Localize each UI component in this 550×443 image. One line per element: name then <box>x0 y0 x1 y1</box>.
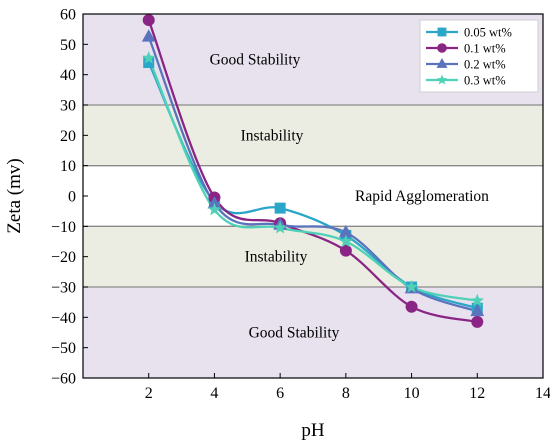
legend-label-2: 0.2 wt% <box>464 58 506 72</box>
legend-marker-1 <box>437 43 447 53</box>
y-tick-label-10: −40 <box>51 310 76 327</box>
point-s2-5 <box>470 303 485 317</box>
legend-label-0: 0.05 wt% <box>464 26 512 40</box>
point-s3-1 <box>207 202 222 216</box>
axis-ticks <box>83 13 544 379</box>
legend-label-3: 0.3 wt% <box>464 74 506 88</box>
point-s2-3 <box>338 224 353 238</box>
point-s0-0 <box>143 57 155 69</box>
band-label-4: Good Stability <box>249 325 340 342</box>
point-s2-1 <box>207 196 222 209</box>
x-axis-title: pH <box>301 420 325 441</box>
x-tick-label-4: 10 <box>404 385 420 402</box>
point-s3-0 <box>142 50 156 64</box>
x-tick-label-0: 2 <box>145 385 153 402</box>
point-s3-4 <box>404 280 419 293</box>
band-labels: Good Stability Instability Rapid Agglomera… <box>210 52 490 342</box>
band-2 <box>83 165 543 227</box>
y-tick-label-8: −20 <box>51 249 76 266</box>
y-tick-label-0: 60 <box>60 7 76 24</box>
x-tick-label-1: 4 <box>210 385 218 402</box>
y-tick-label-3: 30 <box>60 98 76 115</box>
y-tick-label-9: −30 <box>51 280 76 297</box>
y-tick-label-2: 40 <box>60 67 76 84</box>
band-3 <box>83 226 543 287</box>
legend-label-1: 0.1 wt% <box>464 42 506 56</box>
y-tick-label-4: 20 <box>60 128 76 145</box>
point-s0-2 <box>274 202 286 214</box>
band-4 <box>83 287 543 378</box>
band-label-2: Rapid Agglomeration <box>355 188 489 205</box>
y-tick-label-5: 10 <box>60 158 76 175</box>
point-s3-2 <box>273 220 287 234</box>
legend-marker-0 <box>437 27 447 37</box>
y-axis-title: Zeta (mv) <box>4 158 25 233</box>
point-s3-5 <box>470 293 484 307</box>
legend-marker-2 <box>436 58 448 68</box>
x-tick-label-3: 8 <box>342 385 350 402</box>
legend: 0.05 wt% 0.1 wt% 0.2 wt% 0.3 wt% <box>419 19 539 93</box>
series-markers <box>141 14 485 328</box>
band-label-1: Instability <box>241 127 304 144</box>
point-s1-0 <box>142 14 155 27</box>
y-tick-label-6: 0 <box>68 189 76 206</box>
x-tick-label-5: 12 <box>469 385 485 402</box>
point-s1-3 <box>339 244 352 257</box>
y-tick-label-12: −60 <box>51 371 76 388</box>
x-tick-label-2: 6 <box>276 385 284 402</box>
axis-tick-labels: 2 4 6 8 10 12 14 60 50 40 30 20 10 0 −10 −20 −30 −40 −50 −6… <box>51 7 550 403</box>
point-s1-4 <box>405 300 418 313</box>
y-tick-label-1: 50 <box>60 37 76 54</box>
point-s2-0 <box>141 29 156 42</box>
point-s1-5 <box>471 315 484 328</box>
x-tick-label-6: 14 <box>535 385 550 402</box>
band-label-0: Good Stability <box>210 52 301 69</box>
band-label-3: Instability <box>245 249 308 266</box>
y-tick-label-7: −10 <box>51 219 76 236</box>
point-s3-3 <box>339 234 353 248</box>
legend-marker-3 <box>436 74 448 85</box>
band-1 <box>83 105 543 166</box>
y-tick-label-11: −50 <box>51 340 76 357</box>
